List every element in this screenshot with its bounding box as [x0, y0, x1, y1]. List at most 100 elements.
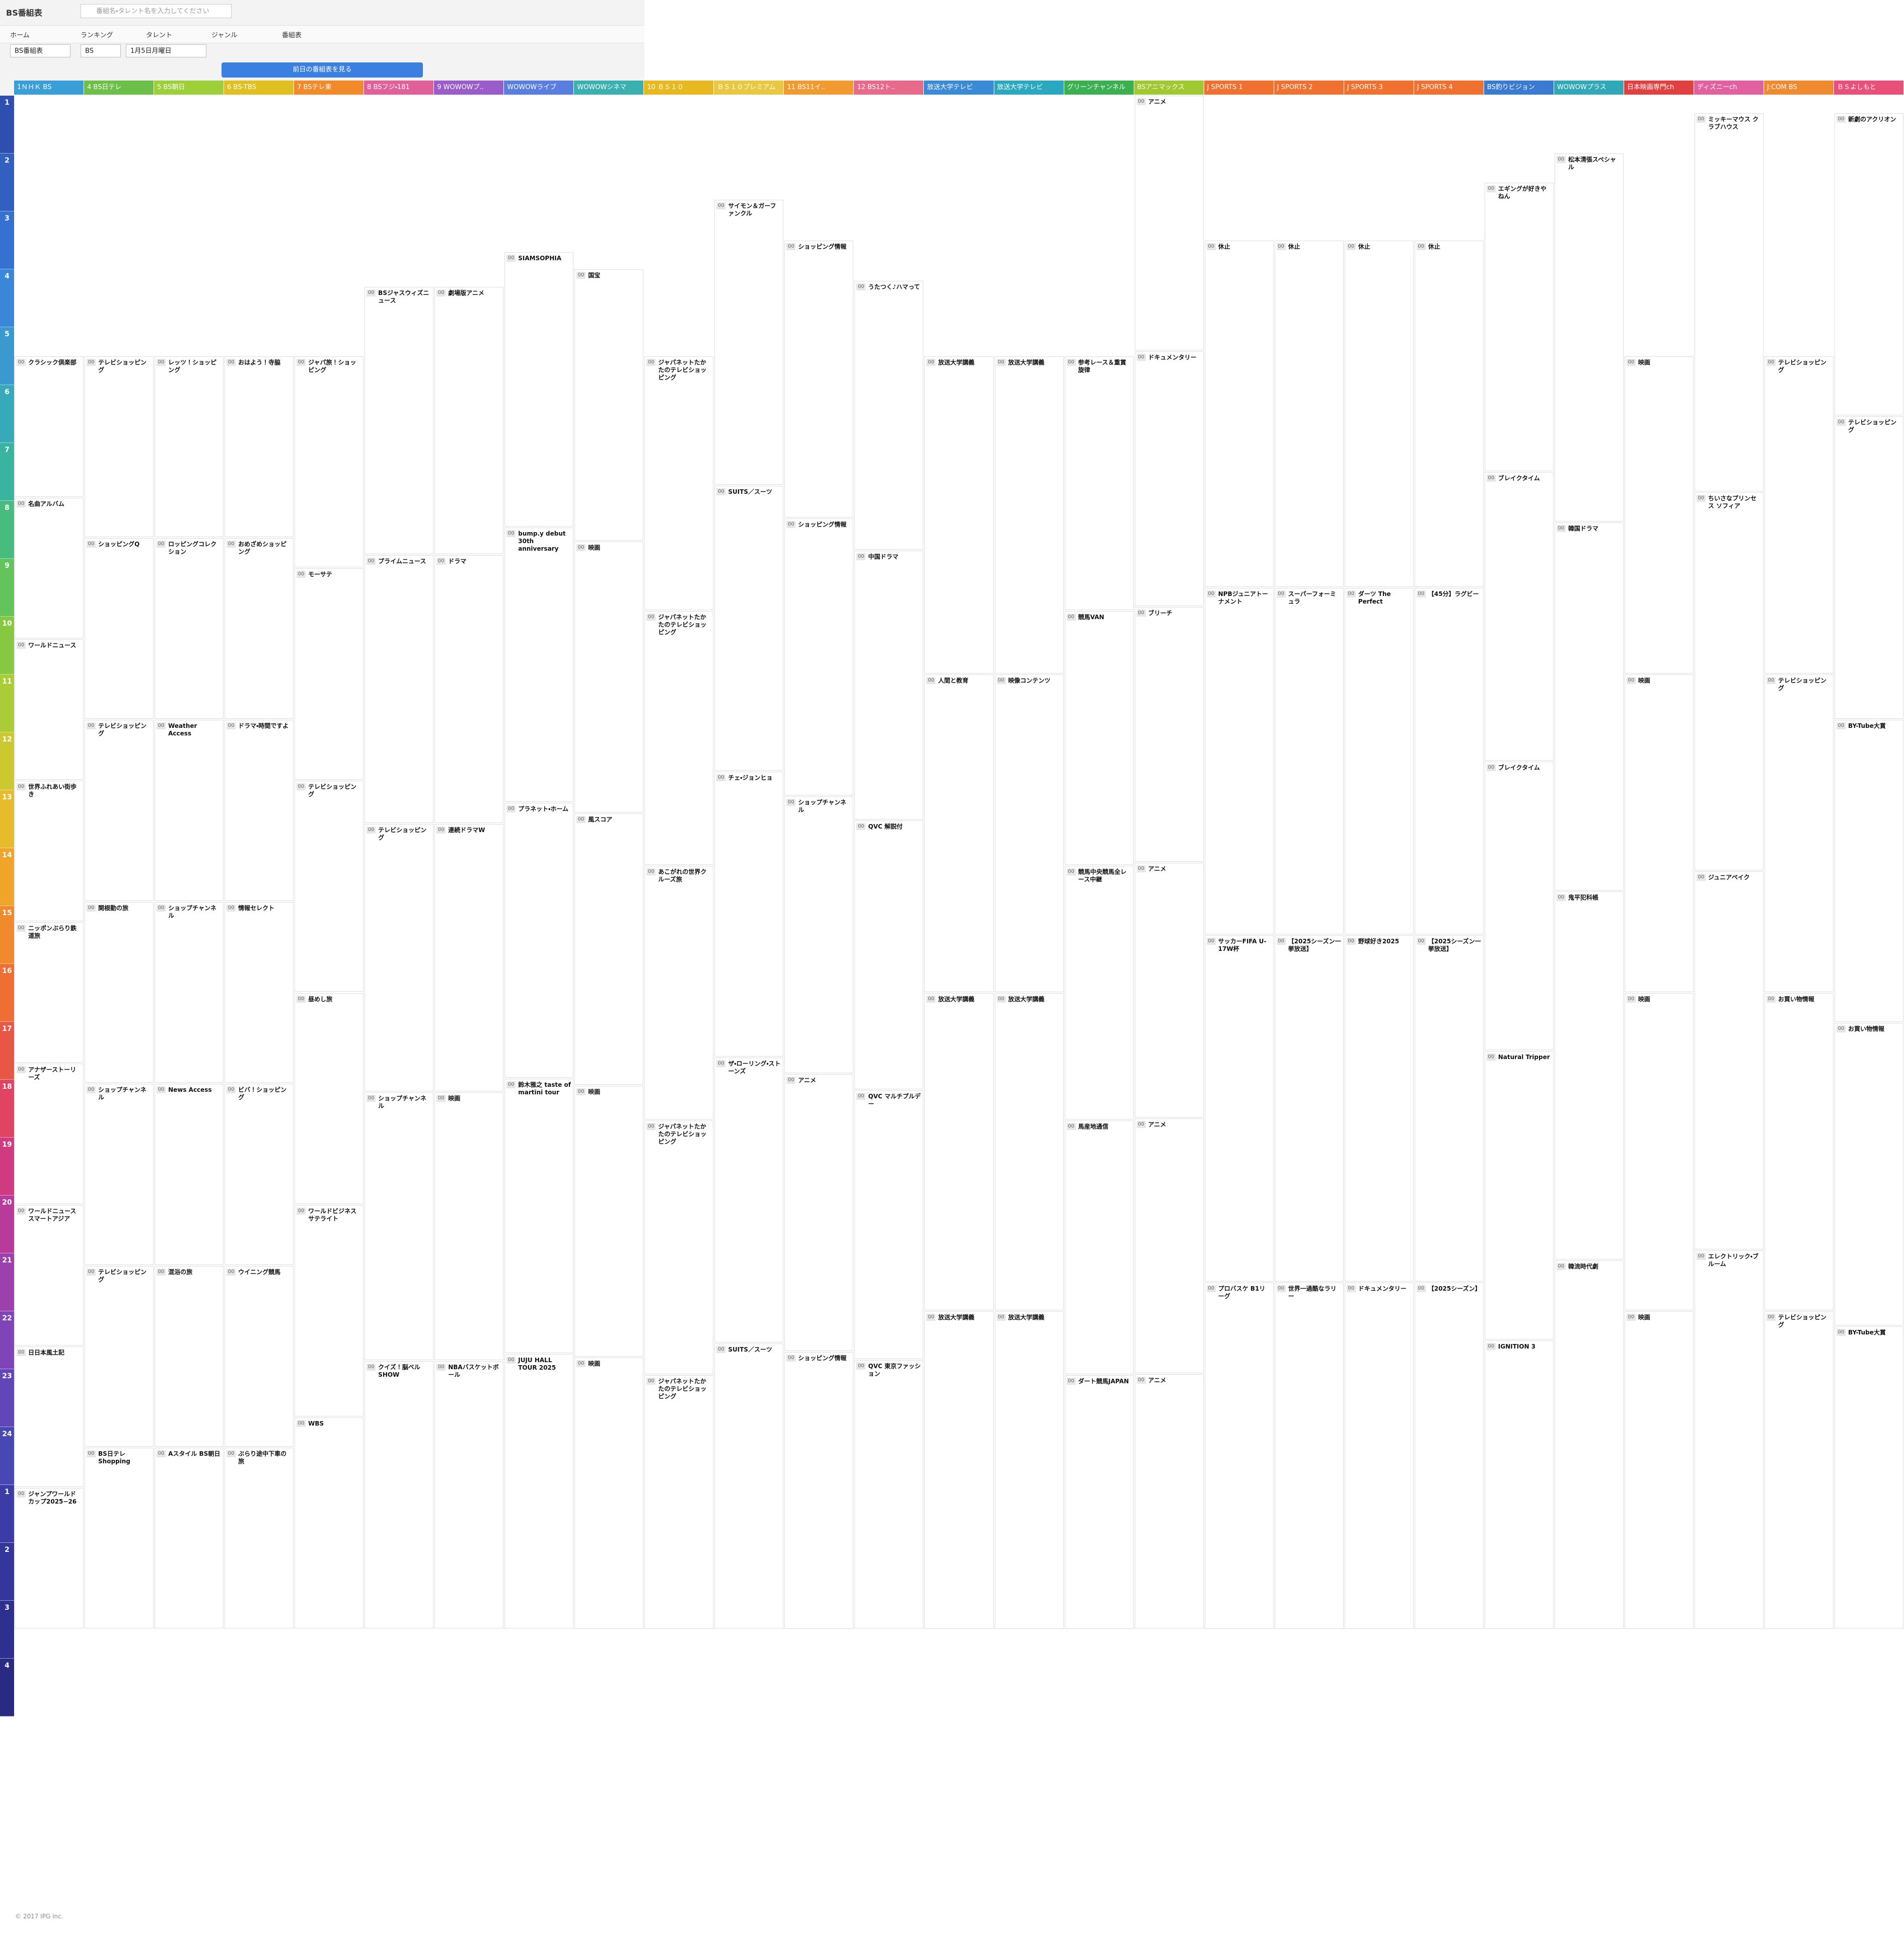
program-cell[interactable]: 00 競馬中央競馬全レース中継 [1064, 865, 1134, 1120]
program-cell[interactable]: 00 韓流時代劇 [1554, 1260, 1624, 1629]
program-cell[interactable]: 00 News Access [155, 1084, 224, 1265]
program-cell[interactable]: 00 JUJU HALL TOUR 2025 [504, 1354, 574, 1629]
program-cell[interactable]: 00 放送大学講義 [994, 993, 1064, 1310]
program-cell[interactable]: 00 ドキュメンタリー [1344, 1282, 1414, 1629]
program-cell[interactable]: 00 プロバスケ B1リーグ [1204, 1282, 1274, 1629]
program-cell[interactable]: 00 ショップチャンネル [155, 902, 224, 1083]
program-cell[interactable]: 00 ドラマ・時間ですよ [225, 720, 294, 901]
program-cell[interactable]: 00 ショッピング情報 [784, 1352, 854, 1629]
channel-header[interactable]: 5 BS朝日 [154, 81, 225, 95]
program-cell[interactable]: 00 ショップチャンネル [784, 796, 854, 1073]
program-cell[interactable]: 00 ブレイクタイム [1484, 472, 1554, 761]
program-cell[interactable]: 00 QVC マルチプルデー [854, 1090, 924, 1359]
nav-tab[interactable]: ランキング [81, 32, 113, 39]
program-cell[interactable]: 00 世界ふれあい街歩き [15, 780, 84, 921]
program-cell[interactable]: 00 スーパーフォーミュラ [1274, 587, 1344, 934]
program-cell[interactable]: 00 Aスタイル BS朝日 [155, 1448, 224, 1629]
channel-header[interactable]: WOWOWプラス [1554, 81, 1624, 95]
program-cell[interactable]: 00 ミッキーマウス クラブハウス [1694, 113, 1764, 491]
program-cell[interactable]: 00 放送大学講義 [924, 356, 994, 674]
program-cell[interactable]: 00 テレビショッピング [1764, 675, 1834, 992]
program-cell[interactable]: 00 【2025シーズン一挙放送】 [1414, 935, 1484, 1282]
program-cell[interactable]: 00 ジャパネットたかたのテレビショッピング [644, 611, 714, 865]
program-cell[interactable]: 00 韓国ドラマ [1554, 523, 1624, 891]
program-cell[interactable]: 00 ジャンプワールドカップ2025−26 [15, 1488, 84, 1629]
program-cell[interactable]: 00 放送大学講義 [994, 356, 1064, 674]
program-cell[interactable]: 00 アニメ [784, 1074, 854, 1351]
program-cell[interactable]: 00 ワールドビジネスサテライト [295, 1205, 364, 1416]
program-cell[interactable]: 00 モーサテ [295, 568, 364, 780]
program-cell[interactable]: 00 混浴の旅 [155, 1265, 224, 1447]
program-cell[interactable]: 00 ジャパネットたかたのテレビショッピング [644, 1375, 714, 1629]
channel-header[interactable]: ＢＳよしもと [1834, 81, 1904, 95]
program-cell[interactable]: 00 映画 [1624, 356, 1694, 674]
program-cell[interactable]: 00 放送大学講義 [924, 1311, 994, 1629]
program-cell[interactable]: 00 レッツ！ショッピング [155, 356, 224, 537]
program-cell[interactable]: 00 テレビショッピング [1834, 416, 1903, 719]
program-cell[interactable]: 00 QVC 東京ファッション [854, 1360, 924, 1629]
program-cell[interactable]: 00 ワールドニュース スマートアジア [15, 1205, 84, 1346]
program-cell[interactable]: 00 参考レース＆重賞旋律 [1064, 356, 1134, 610]
channel-header[interactable]: 12 BS12ト.. [854, 81, 924, 95]
program-cell[interactable]: 00 松本清張スペシャル [1554, 154, 1624, 522]
program-cell[interactable]: 00 おはよう！寺脇 [225, 356, 294, 537]
program-cell[interactable]: 00 劇場版アニメ [434, 286, 504, 555]
channel-header[interactable]: 1ＮＨＫ BS [14, 81, 85, 95]
program-cell[interactable]: 00 情報セレクト [225, 902, 294, 1083]
program-cell[interactable]: 00 人間と教育 [924, 675, 994, 992]
program-cell[interactable]: 00 ショップチャンネル [85, 1084, 154, 1265]
channel-header[interactable]: 9 WOWOWプ.. [434, 81, 504, 95]
channel-header[interactable]: BS釣りビジョン [1484, 81, 1554, 95]
program-cell[interactable]: 00 アニメ [1134, 1374, 1204, 1629]
program-cell[interactable]: 00 鈴木雅之 taste of martini tour [504, 1078, 574, 1354]
program-cell[interactable]: 00 テレビショッピング [295, 780, 364, 992]
program-cell[interactable]: 00 テレビショッピング [364, 824, 434, 1092]
channel-header[interactable]: ＢＳ１０プレミアム [714, 81, 784, 95]
program-cell[interactable]: 00 ショッピングQ [85, 538, 154, 719]
program-cell[interactable]: 00 アニメ [1134, 96, 1204, 350]
program-cell[interactable]: 00 SUITS／スーツ [714, 486, 784, 771]
program-cell[interactable]: 00 BS日テレ Shopping [85, 1448, 154, 1629]
program-cell[interactable]: 00 風スコア [574, 813, 644, 1085]
program-cell[interactable]: 00 あこがれの世界クルーズ旅 [644, 865, 714, 1120]
program-cell[interactable]: 00 テレビショッピング [85, 1265, 154, 1447]
program-cell[interactable]: 00 Natural Tripper [1484, 1051, 1554, 1339]
channel-header[interactable]: J:COM BS [1764, 81, 1834, 95]
program-cell[interactable]: 00 ワールドニュース [15, 639, 84, 780]
channel-header[interactable]: 8 BSフジ・181 [364, 81, 434, 95]
program-cell[interactable]: 00 日日本風土記 [15, 1347, 84, 1487]
program-cell[interactable]: 00 ジャパ旅！ショッピング [295, 356, 364, 568]
channel-header[interactable]: BSアニマックス [1134, 81, 1204, 95]
prev-day-button[interactable]: 前日の番組表を見る [222, 62, 423, 78]
channel-header[interactable]: 4 BS日テレ [84, 81, 155, 95]
program-cell[interactable]: 00 ショップチャンネル [364, 1092, 434, 1360]
program-cell[interactable]: 00 ニッポンぶらり鉄道旅 [15, 922, 84, 1063]
program-cell[interactable]: 00 ブリーチ [1134, 607, 1204, 862]
program-cell[interactable]: 00 ジュニアペイク [1694, 871, 1764, 1250]
program-cell[interactable]: 00 国宝 [574, 269, 644, 541]
program-cell[interactable]: 00 プライムニュース [364, 555, 434, 823]
program-cell[interactable]: 00 休止 [1414, 240, 1484, 587]
program-cell[interactable]: 00 チェ・ジョンヒョ [714, 772, 784, 1057]
channel-header[interactable]: 放送大学テレビ [994, 81, 1064, 95]
channel-header[interactable]: J SPORTS 2 [1274, 81, 1344, 95]
program-cell[interactable]: 00 馬産地通信 [1064, 1120, 1134, 1374]
program-cell[interactable]: 00 エレクトリック・ブルーム [1694, 1250, 1764, 1629]
program-cell[interactable]: 00 【2025シーズン一挙放送】 [1274, 935, 1344, 1282]
nav-tab[interactable]: ホーム [10, 32, 30, 39]
program-cell[interactable]: 00 ブレイクタイム [1484, 761, 1554, 1050]
program-cell[interactable]: 00 ちいさなプリンセス ソフィア [1694, 492, 1764, 870]
program-cell[interactable]: 00 名曲アルバム [15, 497, 84, 638]
nav-tab[interactable]: ジャンル [211, 32, 238, 39]
channel-header[interactable]: J SPORTS 4 [1414, 81, 1484, 95]
program-cell[interactable]: 00 ドキュメンタリー [1134, 351, 1204, 606]
program-cell[interactable]: 00 中国ドラマ [854, 550, 924, 819]
channel-header[interactable]: 10 ＢＳ１０ [644, 81, 714, 95]
search-box[interactable]: 番組名・タレント名を入力してください [81, 4, 232, 18]
program-cell[interactable]: 00 ダーツ The Perfect [1344, 587, 1414, 934]
program-cell[interactable]: 00 NPBジュニアトーナメント [1204, 587, 1274, 934]
program-cell[interactable]: 00 アナザーストーリーズ [15, 1064, 84, 1205]
program-cell[interactable]: 00 ショッピング情報 [784, 518, 854, 795]
program-cell[interactable]: 00 ロッピングコレクション [155, 538, 224, 719]
program-cell[interactable]: 00 ドラマ [434, 555, 504, 823]
